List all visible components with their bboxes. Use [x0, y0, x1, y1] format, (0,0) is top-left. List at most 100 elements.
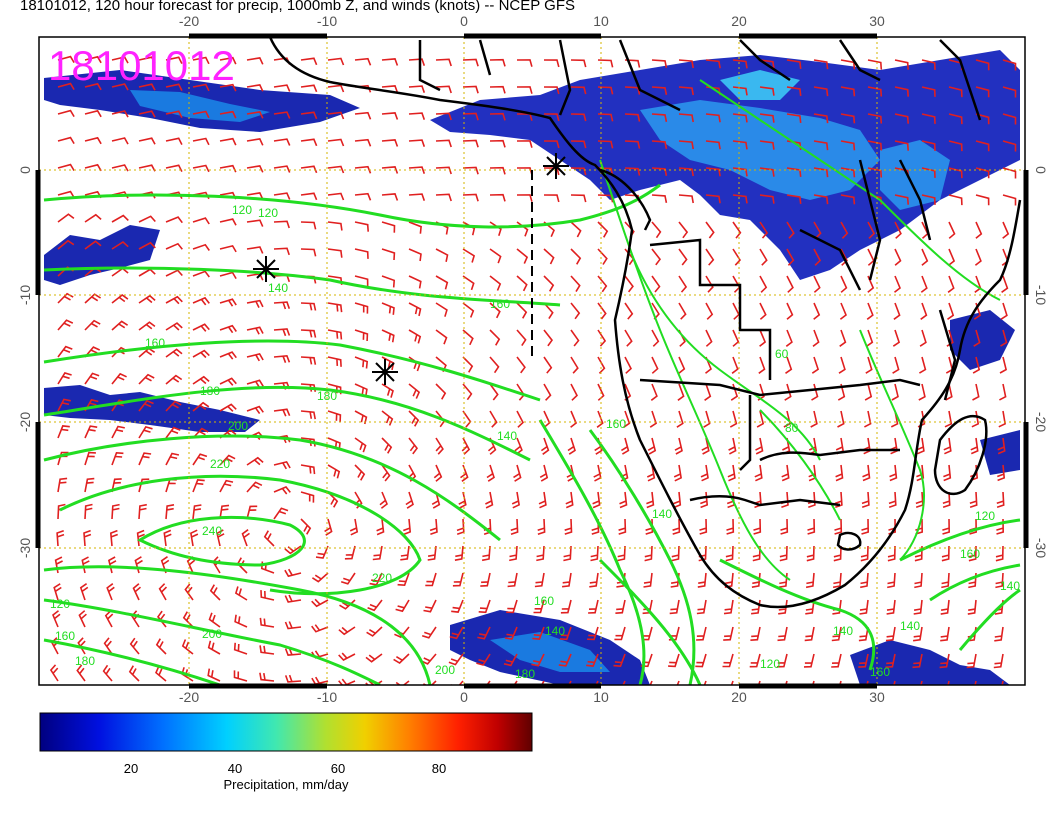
wind-barb — [705, 248, 715, 266]
lon-tick-labels-top: -20 -10 0 10 20 30 — [179, 13, 885, 29]
wind-barb — [921, 194, 936, 205]
wind-barb — [651, 140, 668, 149]
wind-barb — [219, 218, 237, 226]
wind-barb — [570, 221, 582, 238]
wind-barb — [624, 275, 634, 293]
wind-barb — [219, 110, 237, 119]
wind-barb — [723, 626, 734, 641]
wind-barb — [219, 83, 237, 92]
wind-barb — [273, 111, 291, 119]
wind-barb — [839, 302, 847, 320]
wind-barb — [673, 491, 682, 509]
wind-barb — [449, 626, 464, 640]
lon-tick-label: 0 — [460, 689, 468, 705]
wind-barb — [861, 518, 870, 535]
wind-barb — [507, 572, 518, 588]
wind-barb — [138, 452, 152, 466]
wind-barb — [813, 194, 829, 205]
wind-barb — [300, 111, 318, 120]
wind-barb — [462, 85, 479, 94]
wind-barb — [804, 626, 815, 642]
contour-label: 160 — [870, 665, 890, 679]
wind-barb — [451, 599, 464, 613]
wind-barb — [84, 346, 101, 358]
wind-barb — [504, 626, 518, 640]
wind-barb — [866, 329, 874, 347]
wind-barb — [489, 356, 500, 374]
wind-barb — [84, 163, 102, 172]
wind-barb — [534, 572, 545, 588]
wind-barb — [651, 86, 668, 95]
wind-barb — [885, 626, 896, 642]
wind-barb — [516, 410, 524, 428]
wind-barb — [597, 329, 607, 347]
wind-barb — [975, 113, 990, 125]
wind-barb — [57, 213, 75, 223]
wind-barb — [78, 610, 87, 628]
wind-barb — [586, 653, 599, 667]
wind-barb — [462, 112, 479, 121]
wind-barb — [835, 464, 844, 482]
wind-barb — [84, 213, 102, 223]
wind-barb — [973, 329, 981, 347]
wind-barb — [489, 221, 502, 237]
wind-barb — [624, 167, 641, 176]
wind-barb — [192, 504, 202, 520]
wind-barb — [165, 374, 183, 385]
wind-barb — [340, 572, 356, 585]
wind-barb — [165, 400, 182, 412]
wind-barb — [972, 356, 981, 374]
wind-barb — [838, 356, 846, 374]
wind-barb — [999, 356, 1008, 374]
wind-barb — [84, 503, 93, 520]
wind-barb — [462, 248, 476, 263]
wind-barb — [259, 617, 275, 628]
wind-barb — [136, 529, 145, 547]
wind-barb — [705, 329, 713, 347]
wind-barb — [864, 410, 872, 428]
wind-barb — [233, 670, 248, 682]
wind-barb — [755, 437, 764, 455]
wind-barb — [941, 572, 950, 589]
wind-barb — [381, 329, 395, 343]
wind-barb — [57, 477, 68, 493]
lon-tick-label: 10 — [593, 689, 609, 705]
wind-barb — [111, 110, 129, 118]
wind-barb — [506, 599, 518, 614]
wind-barb — [273, 328, 291, 337]
wind-barb — [315, 545, 329, 559]
wind-barb — [624, 356, 632, 374]
wind-barb — [246, 505, 258, 520]
wind-barb — [84, 293, 102, 304]
wind-barb — [918, 383, 926, 401]
wind-barb — [138, 56, 156, 64]
wind-barb — [997, 464, 1006, 482]
wind-barb — [460, 464, 469, 482]
wind-barb — [219, 504, 230, 520]
wind-barb — [284, 545, 302, 555]
wind-barb — [111, 478, 122, 493]
wind-barb — [969, 491, 978, 508]
contour-label: 60 — [775, 347, 789, 361]
wind-barb — [921, 248, 929, 266]
wind-barb — [427, 545, 437, 561]
wind-barb — [570, 356, 579, 374]
wind-barb — [588, 599, 599, 614]
wind-barb — [381, 112, 399, 120]
wind-barb — [810, 410, 818, 428]
wind-barb — [1002, 167, 1017, 179]
wind-barb — [731, 356, 739, 374]
wind-barb — [939, 653, 950, 669]
wind-barb — [209, 584, 221, 601]
wind-barb — [338, 626, 356, 636]
wind-barb — [995, 572, 1004, 589]
wind-barb — [111, 56, 129, 64]
wind-barb — [327, 356, 342, 367]
wind-barb — [1002, 86, 1017, 98]
wind-barb — [489, 112, 506, 121]
frame-ticks — [35, 33, 1029, 689]
wind-barb — [111, 214, 129, 223]
wind-barb — [781, 464, 790, 482]
wind-barb — [513, 464, 522, 482]
wind-barb — [510, 518, 519, 535]
